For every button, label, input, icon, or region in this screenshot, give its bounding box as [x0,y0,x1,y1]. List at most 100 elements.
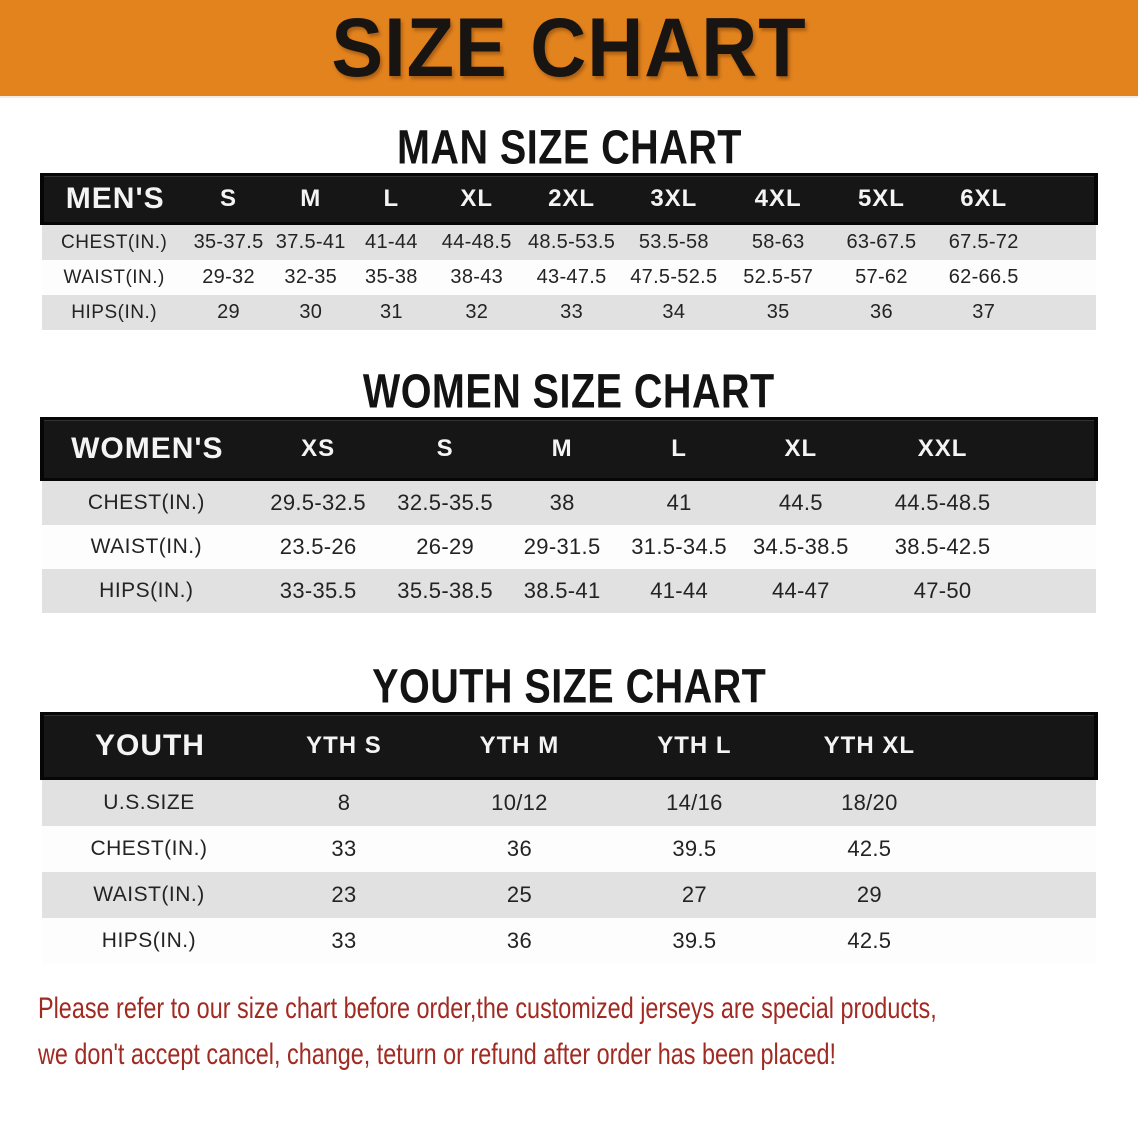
column-header: 6XL [932,173,1035,225]
womens-size-table: WOMEN'S XS S M L XL XXL CHEST(IN.) 29.5-32.5 32.5… [40,417,1098,613]
value-cell: 35-37.5 [193,231,264,253]
table-row: U.S.SIZE 8 10/12 14/16 18/20 [42,778,1096,827]
row-label: CHEST(IN.) [90,837,208,860]
filler-cell [1022,417,1098,481]
table-row: CHEST(IN.) 35-37.5 37.5-41 41-44 44-48.5 48.5… [42,223,1096,260]
filler-cell [1022,569,1096,613]
column-header: S [385,417,505,481]
filler-cell [957,872,1096,918]
column-header: L [619,417,739,481]
column-header: L [350,173,432,225]
value-cell: 38.5-41 [523,578,601,603]
value-cell: 38.5-42.5 [894,534,991,559]
value-cell: 57-62 [855,266,908,288]
filler-cell [957,779,1096,827]
value-cell: 39.5 [672,836,717,861]
column-header: 2XL [521,173,622,225]
filler-cell [1022,525,1096,569]
value-cell: 18/20 [841,790,898,815]
filler-cell [957,918,1096,964]
men-section-heading-text: MAN SIZE CHART [396,121,742,175]
value-cell: 62-66.5 [948,266,1019,288]
value-cell: 36 [506,836,532,861]
filler-cell [957,826,1096,872]
column-header: YTH L [606,712,782,780]
value-cell: 33 [560,301,584,323]
value-cell: 25 [506,882,532,907]
column-header: M [270,173,351,225]
disclaimer-note: Please refer to our size chart before or… [0,986,1138,1078]
filler-cell [1034,173,1099,225]
column-header: XL [738,417,864,481]
value-cell: 29 [856,882,882,907]
value-cell: 32 [465,301,489,323]
value-cell: 41-44 [650,578,708,603]
men-section-heading: MAN SIZE CHART [0,121,1138,175]
value-cell: 44-47 [771,578,830,603]
youth-section-heading-text: YOUTH SIZE CHART [371,660,767,714]
page-title: SIZE CHART [331,1,807,94]
row-label: U.S.SIZE [103,791,195,814]
mens-size-table: MEN'S S M L XL 2XL 3XL 4XL 5XL 6XL CHEST(IN.) 35-37… [39,173,1099,330]
filler-cell [1035,295,1096,330]
table-header-row: WOMEN'S XS S M L XL XXL [40,417,1098,481]
value-cell: 14/16 [666,790,723,815]
value-cell: 37 [972,301,996,323]
value-cell: 36 [506,928,532,953]
value-cell: 23.5-26 [279,534,357,559]
value-cell: 47.5-52.5 [630,266,718,288]
row-label: CHEST(IN.) [87,491,205,514]
value-cell: 35 [766,301,790,323]
table-row: CHEST(IN.) 33 36 39.5 42.5 [42,826,1096,872]
table-title: WOMEN'S [40,417,251,481]
value-cell: 47-50 [913,578,972,603]
value-cell: 37.5-41 [275,231,346,253]
value-cell: 31 [379,301,403,323]
value-cell: 10/12 [491,790,548,815]
value-cell: 58-63 [751,231,805,253]
column-header: XL [431,173,522,225]
women-section-heading-text: WOMEN SIZE CHART [363,365,775,419]
value-cell: 38 [549,490,575,515]
column-header: YTH S [255,712,432,780]
row-label: HIPS(IN.) [71,301,158,323]
youth-size-table: YOUTH YTH S YTH M YTH L YTH XL U.S.SIZE 8 10/12… [40,712,1099,964]
value-cell: 35.5-38.5 [397,578,493,603]
value-cell: 35-38 [365,266,418,288]
column-header: M [504,417,620,481]
table-title: MEN'S [39,173,187,225]
value-cell: 44.5-48.5 [894,490,991,515]
table-title: YOUTH [40,712,256,780]
table-header-row: MEN'S S M L XL 2XL 3XL 4XL 5XL 6XL [39,173,1099,225]
column-header: 3XL [621,173,726,225]
value-cell: 33-35.5 [279,578,357,603]
filler-cell [956,712,1099,780]
column-header: XXL [863,417,1023,481]
value-cell: 42.5 [847,928,892,953]
filler-cell [1022,480,1096,526]
column-header: XS [250,417,386,481]
value-cell: 34.5-38.5 [753,534,849,559]
value-cell: 26-29 [416,534,475,559]
value-cell: 27 [681,882,707,907]
value-cell: 33 [331,836,357,861]
value-cell: 63-67.5 [846,231,917,253]
table-header-row: YOUTH YTH S YTH M YTH L YTH XL [40,712,1099,780]
value-cell: 33 [331,928,357,953]
value-cell: 53.5-58 [638,231,709,253]
youth-section-heading: YOUTH SIZE CHART [0,660,1138,714]
value-cell: 36 [870,301,893,323]
table-row: HIPS(IN.) 33-35.5 35.5-38.5 38.5-41 41-44 44-… [42,569,1096,613]
column-header: S [186,173,271,225]
banner: SIZE CHART [0,0,1138,98]
disclaimer-line-2: we don't accept cancel, change, teturn o… [38,1038,836,1071]
table-row: CHEST(IN.) 29.5-32.5 32.5-35.5 38 41 44.5 44.5… [42,479,1096,526]
row-label: HIPS(IN.) [101,929,197,952]
value-cell: 41 [666,490,692,515]
column-header: YTH M [431,712,607,780]
value-cell: 52.5-57 [743,266,814,288]
value-cell: 38-43 [450,266,504,288]
value-cell: 42.5 [847,836,892,861]
row-label: WAIST(IN.) [90,535,203,558]
